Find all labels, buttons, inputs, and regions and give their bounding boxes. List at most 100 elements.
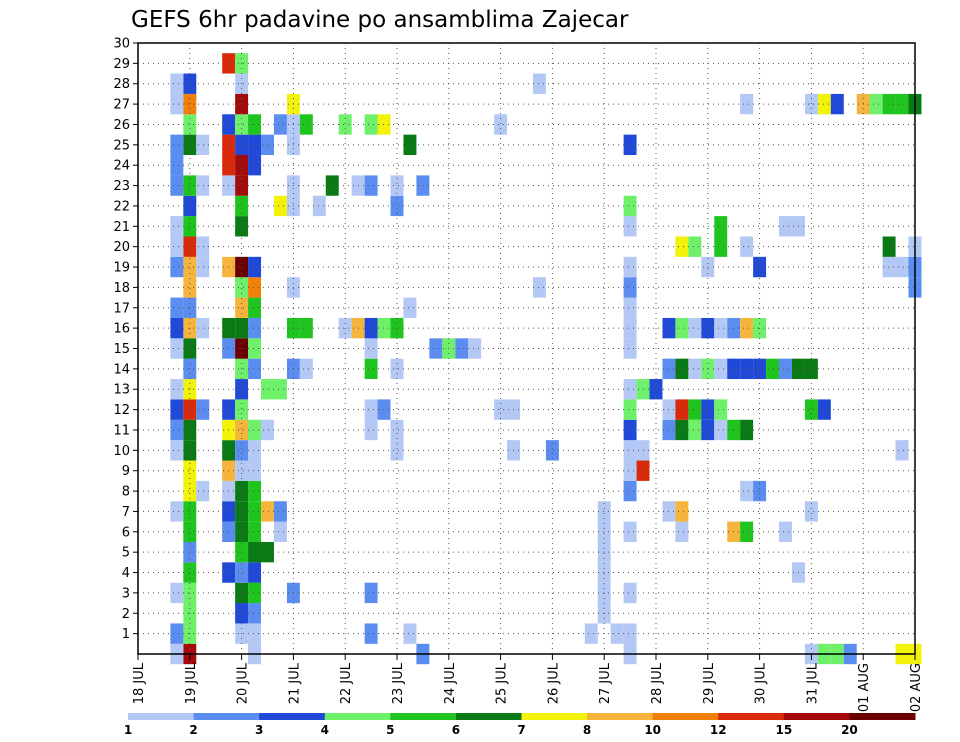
heatmap-cell	[235, 399, 249, 420]
heatmap-cell	[248, 338, 262, 359]
heatmap-cell	[248, 541, 262, 563]
heatmap-cell	[740, 480, 754, 502]
heatmap-cell	[623, 623, 637, 644]
heatmap-cell	[170, 338, 184, 359]
y-tick-label: 7	[122, 505, 130, 520]
heatmap-cell	[830, 93, 844, 115]
y-tick-label: 5	[122, 546, 130, 561]
heatmap-cell	[273, 379, 287, 400]
heatmap-cell	[688, 317, 702, 339]
heatmap-cell	[248, 317, 262, 339]
heatmap-cell	[170, 216, 184, 237]
heatmap-cell	[895, 93, 909, 115]
heatmap-cell	[235, 541, 249, 563]
heatmap-cell	[623, 216, 637, 237]
heatmap-cell	[714, 216, 728, 237]
heatmap-cell	[804, 501, 818, 522]
y-tick-label: 20	[113, 240, 130, 255]
heatmap-cell	[183, 582, 197, 604]
heatmap-cell	[273, 501, 287, 522]
heatmap-cell	[273, 195, 287, 217]
heatmap-cell	[261, 541, 274, 563]
heatmap-cell	[170, 297, 184, 318]
y-axis: 1234567891011121314151617181920212223242…	[113, 37, 138, 642]
heatmap-cell	[273, 521, 287, 542]
heatmap-cell	[455, 338, 469, 359]
heatmap-cell	[261, 501, 274, 522]
heatmap-cell	[170, 399, 184, 420]
heatmap-cell	[714, 317, 728, 339]
heatmap-cell	[261, 134, 274, 156]
colorbar-label: 8	[583, 723, 591, 737]
x-tick-label: 31 JUL	[805, 662, 820, 704]
heatmap-cell	[740, 419, 754, 441]
y-tick-label: 27	[113, 98, 130, 113]
heatmap-cell	[882, 93, 896, 115]
heatmap-cell	[532, 277, 546, 298]
heatmap-cell	[248, 297, 262, 318]
heatmap-cell	[183, 175, 197, 196]
heatmap-cell	[170, 419, 184, 441]
x-tick-label: 01 AUG	[857, 663, 872, 712]
heatmap-cell	[623, 297, 637, 318]
heatmap-cell	[235, 379, 249, 400]
y-tick-label: 24	[113, 159, 130, 174]
heatmap-cell	[364, 114, 378, 135]
heatmap-cell	[235, 480, 249, 502]
heatmap-cell	[235, 175, 249, 196]
heatmap-cell	[170, 73, 184, 94]
heatmap-cell	[183, 277, 197, 298]
heatmap-cell	[403, 623, 417, 644]
heatmap-cell	[235, 440, 249, 461]
colorbar-swatch	[718, 713, 785, 720]
heatmap-cell	[170, 93, 184, 115]
y-tick-label: 8	[122, 485, 130, 500]
heatmap-cell	[299, 317, 313, 339]
heatmap-cell	[701, 256, 715, 278]
x-tick-label: 23 JUL	[391, 662, 406, 704]
colorbar-swatch	[783, 713, 850, 720]
colorbar-swatch	[324, 713, 391, 720]
heatmap-cell	[248, 134, 262, 156]
x-tick-label: 25 JUL	[495, 662, 510, 704]
heatmap-cell	[183, 93, 197, 115]
heatmap-cell	[714, 358, 728, 380]
heatmap-cell	[364, 358, 378, 380]
heatmap-cell	[170, 379, 184, 400]
heatmap-cell	[183, 562, 197, 583]
heatmap-cell	[753, 256, 767, 278]
colorbar: 1 2 3 4 5 6 7 8 10 12 15 20	[124, 713, 916, 737]
heatmap-cell	[623, 256, 637, 278]
heatmap-cell	[196, 134, 210, 156]
heatmap-cell	[235, 501, 249, 522]
heatmap-cell	[248, 623, 262, 644]
heatmap-cell	[248, 582, 262, 604]
colorbar-label: 10	[644, 723, 661, 737]
y-tick-label: 11	[113, 423, 130, 438]
heatmap-cell	[364, 338, 378, 359]
heatmap-cell	[170, 623, 184, 644]
x-tick-label: 19 JUL	[184, 662, 199, 704]
heatmap-cell	[804, 93, 818, 115]
heatmap-cell	[235, 582, 249, 604]
colorbar-swatch	[193, 713, 260, 720]
y-tick-label: 22	[113, 199, 130, 214]
heatmap-cell	[248, 603, 262, 624]
heatmap-cell	[740, 236, 754, 257]
colorbar-swatch	[128, 713, 195, 720]
heatmap-cell	[623, 440, 637, 461]
heatmap-cell	[416, 175, 430, 196]
colorbar-label: 12	[710, 723, 727, 737]
heatmap-cell	[623, 460, 637, 481]
heatmap-cell	[235, 277, 249, 298]
y-tick-label: 14	[113, 362, 130, 377]
heatmap-cell	[248, 256, 262, 278]
heatmap-cell	[494, 114, 508, 135]
colorbar-label: 4	[321, 723, 329, 737]
heatmap-cell	[532, 73, 546, 94]
heatmap-cell	[390, 175, 404, 196]
heatmap-cell	[701, 419, 715, 441]
heatmap-cell	[248, 155, 262, 176]
y-tick-label: 2	[122, 607, 130, 622]
heatmap-cell	[183, 460, 197, 481]
